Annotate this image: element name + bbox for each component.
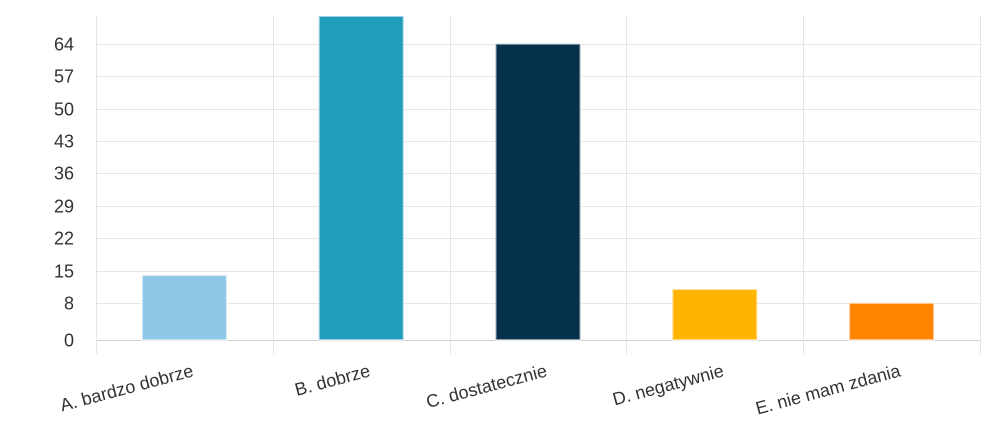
y-tick-label: 64 xyxy=(54,35,74,55)
y-tick-label: 29 xyxy=(54,197,74,217)
y-tick-label: 0 xyxy=(64,331,74,351)
bar xyxy=(140,274,228,342)
bar xyxy=(494,42,582,342)
y-tick-label: 57 xyxy=(54,67,74,87)
x-category-label: D. negatywnie xyxy=(610,361,725,410)
bar xyxy=(671,288,759,342)
bars xyxy=(140,15,936,342)
y-tick-label: 50 xyxy=(54,100,74,120)
bar xyxy=(317,15,405,341)
x-category-label: A. bardzo dobrze xyxy=(58,361,196,416)
y-tick-label: 36 xyxy=(54,164,74,184)
x-category-label: E. nie mam zdania xyxy=(753,360,903,418)
x-axis-labels: A. bardzo dobrze B. dobrze C. dostatecznie… xyxy=(58,360,904,418)
y-tick-label: 8 xyxy=(64,294,74,314)
x-category-label: C. dostatecznie xyxy=(424,361,549,412)
bar xyxy=(848,301,936,342)
y-tick-label: 15 xyxy=(54,262,74,282)
y-tick-label: 22 xyxy=(54,229,74,249)
y-axis-ticks: 0 8 15 22 29 36 43 50 57 64 xyxy=(54,35,74,351)
x-category-label: B. dobrze xyxy=(293,361,373,400)
y-tick-label: 43 xyxy=(54,132,74,152)
